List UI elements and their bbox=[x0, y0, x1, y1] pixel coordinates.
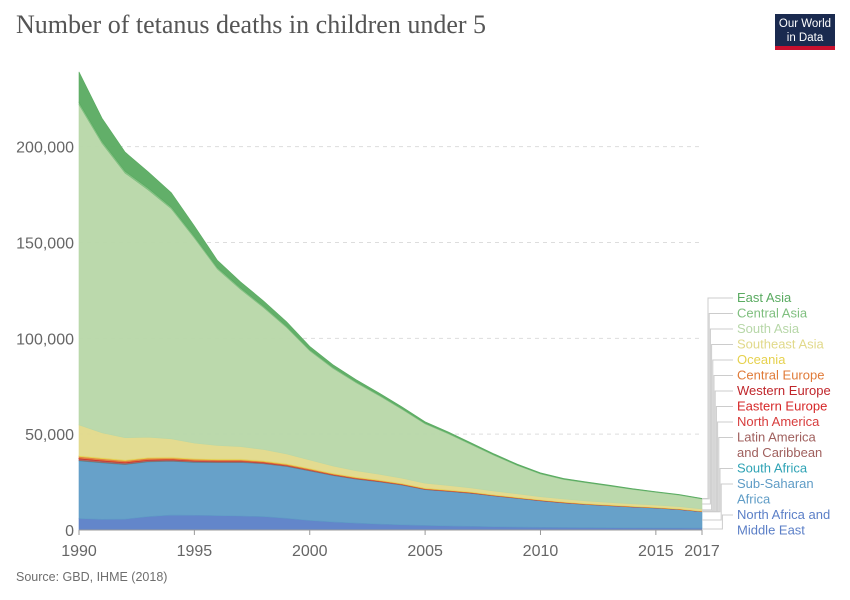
owid-logo[interactable]: Our World in Data bbox=[775, 14, 835, 50]
x-tick-label: 2017 bbox=[684, 543, 720, 560]
label-connector bbox=[702, 328, 733, 505]
y-tick-label: 100,000 bbox=[16, 331, 74, 348]
series-label: Western Europe bbox=[737, 383, 831, 398]
series-label: North Africa and bbox=[737, 507, 830, 522]
y-tick-label: 200,000 bbox=[16, 140, 74, 157]
label-connector bbox=[702, 313, 733, 500]
label-connector bbox=[702, 514, 733, 530]
chart-title: Number of tetanus deaths in children und… bbox=[16, 10, 487, 39]
x-tick-label: 2015 bbox=[638, 543, 674, 560]
series-label: North America bbox=[737, 414, 820, 429]
x-tick-label: 2005 bbox=[407, 543, 443, 560]
series-label: Central Europe bbox=[737, 368, 824, 383]
axes: 0 50,000 100,000 150,000 200,000 1990 1995 2000… bbox=[16, 140, 720, 560]
label-connector bbox=[702, 344, 733, 511]
y-tick-label: 150,000 bbox=[16, 236, 74, 253]
x-tick-label: 2010 bbox=[523, 543, 559, 560]
series-label: South Africa bbox=[737, 461, 808, 476]
series-label: Eastern Europe bbox=[737, 399, 827, 414]
y-tick-label: 50,000 bbox=[25, 427, 74, 444]
series-label: Sub-Saharan bbox=[737, 476, 814, 491]
series-label: and Caribbean bbox=[737, 445, 822, 460]
series-label: South Asia bbox=[737, 321, 800, 336]
series-label: East Asia bbox=[737, 290, 792, 305]
label-connector bbox=[702, 483, 733, 521]
y-tick-label: 0 bbox=[65, 523, 74, 540]
logo-line-1: Our World bbox=[778, 18, 832, 30]
area-series bbox=[78, 71, 703, 531]
x-tick-label: 1990 bbox=[61, 543, 97, 560]
series-label: Oceania bbox=[737, 352, 786, 367]
source-note: Source: GBD, IHME (2018) bbox=[16, 570, 168, 584]
series-label: Latin America bbox=[737, 430, 817, 445]
logo-line-2: in Data bbox=[786, 32, 824, 44]
series-label: Central Asia bbox=[737, 306, 808, 321]
label-connector bbox=[702, 468, 733, 513]
series-label: Middle East bbox=[737, 523, 805, 538]
x-tick-label: 1995 bbox=[177, 543, 213, 560]
series-label: Africa bbox=[737, 492, 771, 507]
x-tick-label: 2000 bbox=[292, 543, 328, 560]
series-label: Southeast Asia bbox=[737, 337, 824, 352]
